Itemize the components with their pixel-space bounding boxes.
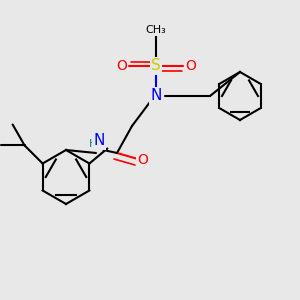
Text: O: O bbox=[116, 59, 127, 73]
Text: S: S bbox=[151, 58, 161, 74]
Text: N: N bbox=[150, 88, 162, 104]
Text: CH₃: CH₃ bbox=[146, 25, 167, 35]
Text: N: N bbox=[93, 134, 105, 148]
Text: O: O bbox=[185, 59, 196, 73]
Text: O: O bbox=[137, 154, 148, 167]
Text: H: H bbox=[89, 139, 97, 149]
